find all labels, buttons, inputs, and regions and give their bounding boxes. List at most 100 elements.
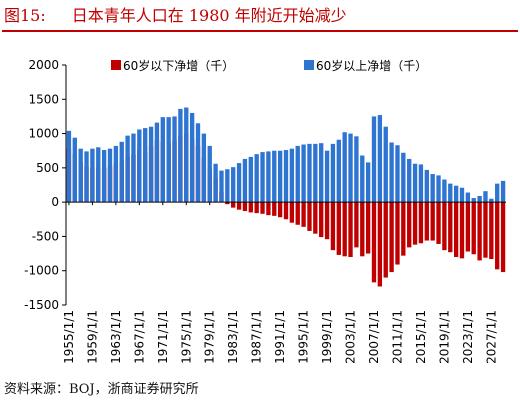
bar-over60-1997 xyxy=(313,143,318,203)
bar-under60-2018 xyxy=(436,202,441,244)
bar-over60-1992 xyxy=(283,150,289,203)
bar-over60-1959 xyxy=(90,148,95,203)
bar-over60-1999 xyxy=(324,150,330,203)
bar-over60-2017 xyxy=(430,174,435,203)
bar-over60-1956 xyxy=(72,137,77,203)
bar-over60-2024 xyxy=(471,198,476,203)
x-tick-label-1995/1/1: 1995/1/1 xyxy=(297,310,311,364)
x-tick-label-2003/1/1: 2003/1/1 xyxy=(344,310,358,364)
x-tick-label-1991/1/1: 1991/1/1 xyxy=(273,310,287,364)
bar-under60-2008 xyxy=(377,202,383,287)
bar-over60-2014 xyxy=(412,163,418,203)
bar-under60-1990 xyxy=(272,202,277,216)
x-tick-label-2011/1/1: 2011/1/1 xyxy=(390,310,404,364)
y-tick-label-1500: 1500 xyxy=(28,92,59,106)
bar-over60-2029 xyxy=(500,180,506,203)
bar-over60-1977 xyxy=(195,123,201,203)
bar-over60-2015 xyxy=(418,164,424,203)
y-tick-label-1000: 1000 xyxy=(28,127,59,141)
bar-over60-2021 xyxy=(453,185,459,203)
figure-label: 图15: xyxy=(4,6,46,25)
bar-over60-1984 xyxy=(236,163,242,203)
bar-over60-2010 xyxy=(389,142,394,203)
bar-over60-2002 xyxy=(342,132,347,203)
bar-over60-1976 xyxy=(189,113,195,203)
bar-under60-1985 xyxy=(242,202,248,212)
x-tick-label-2019/1/1: 2019/1/1 xyxy=(437,310,451,364)
y-tick-label--1000: -1000 xyxy=(24,264,59,278)
chart-axes: -1500 -1000 -500 0 500 1000 1500 2000 1955/1/1 19… xyxy=(24,58,498,364)
bar-over60-2012 xyxy=(401,152,406,203)
bar-under60-2015 xyxy=(418,202,424,244)
bar-over60-2009 xyxy=(383,126,388,203)
bar-under60-1991 xyxy=(277,202,283,218)
bar-over60-2022 xyxy=(459,187,465,203)
chart-bars xyxy=(66,107,506,287)
bar-over60-2016 xyxy=(424,169,429,203)
bar-over60-1986 xyxy=(248,156,253,203)
bar-under60-1994 xyxy=(295,202,300,225)
legend-swatch-under60 xyxy=(111,60,121,70)
bar-under60-2028 xyxy=(495,202,500,270)
bar-over60-1960 xyxy=(96,147,101,203)
bar-under60-1992 xyxy=(283,202,289,220)
bar-over60-1972 xyxy=(166,117,171,203)
bar-over60-1988 xyxy=(260,152,265,203)
bar-under60-1987 xyxy=(254,202,259,214)
bar-under60-2012 xyxy=(401,202,406,256)
x-tick-label-1983/1/1: 1983/1/1 xyxy=(226,310,240,364)
bar-under60-2016 xyxy=(424,202,429,241)
bar-over60-1980 xyxy=(213,163,218,203)
bar-over60-1978 xyxy=(201,133,207,203)
bar-under60-2007 xyxy=(371,202,377,283)
x-tick-label-1963/1/1: 1963/1/1 xyxy=(109,310,123,364)
bar-over60-2000 xyxy=(330,143,336,203)
y-tick-label-500: 500 xyxy=(36,161,59,175)
bar-over60-2001 xyxy=(336,139,341,203)
legend-swatch-over60 xyxy=(304,60,314,70)
bar-under60-2006 xyxy=(365,202,371,254)
bar-under60-1998 xyxy=(319,202,324,238)
bar-over60-1975 xyxy=(184,107,189,203)
x-tick-label-2027/1/1: 2027/1/1 xyxy=(484,310,498,364)
bar-over60-1973 xyxy=(172,116,177,203)
bar-over60-1961 xyxy=(101,150,107,203)
bar-over60-2025 xyxy=(477,195,482,203)
legend-label-over60: 60岁以上净增（千） xyxy=(316,58,427,73)
bar-over60-1985 xyxy=(242,158,248,203)
x-tick-label-1959/1/1: 1959/1/1 xyxy=(85,310,99,364)
bar-under60-2023 xyxy=(465,202,471,252)
bar-under60-2024 xyxy=(471,202,476,255)
x-tick-label-2015/1/1: 2015/1/1 xyxy=(414,310,428,364)
bar-over60-1993 xyxy=(289,148,295,203)
bar-under60-1993 xyxy=(289,202,295,223)
bar-under60-1986 xyxy=(248,202,253,213)
y-tick-label--1500: -1500 xyxy=(24,298,59,312)
bar-under60-2001 xyxy=(336,202,341,255)
bar-over60-1994 xyxy=(295,145,300,203)
bar-under60-2010 xyxy=(389,202,394,273)
y-tick-label--500: -500 xyxy=(32,229,59,243)
bar-over60-1963 xyxy=(113,145,119,203)
bar-over60-2027 xyxy=(489,198,494,203)
bar-over60-2006 xyxy=(365,162,371,203)
bar-over60-1974 xyxy=(178,108,183,203)
bar-over60-1989 xyxy=(266,151,271,203)
bar-over60-1967 xyxy=(137,129,142,203)
x-tick-label-1967/1/1: 1967/1/1 xyxy=(132,310,146,364)
bar-under60-2000 xyxy=(330,202,336,251)
bar-under60-1997 xyxy=(313,202,318,234)
bar-over60-2004 xyxy=(354,136,359,203)
bar-under60-2011 xyxy=(395,202,400,265)
bar-over60-1958 xyxy=(84,151,89,203)
x-tick-label-1971/1/1: 1971/1/1 xyxy=(156,310,170,364)
bar-under60-2002 xyxy=(342,202,347,257)
bar-over60-2019 xyxy=(442,179,447,203)
bar-over60-2018 xyxy=(436,175,441,203)
bar-over60-1987 xyxy=(254,154,259,203)
bar-under60-1999 xyxy=(324,202,330,240)
bar-under60-1988 xyxy=(260,202,265,214)
bar-under60-1989 xyxy=(266,202,271,216)
bar-over60-1983 xyxy=(231,167,236,203)
bar-over60-2020 xyxy=(448,183,453,203)
